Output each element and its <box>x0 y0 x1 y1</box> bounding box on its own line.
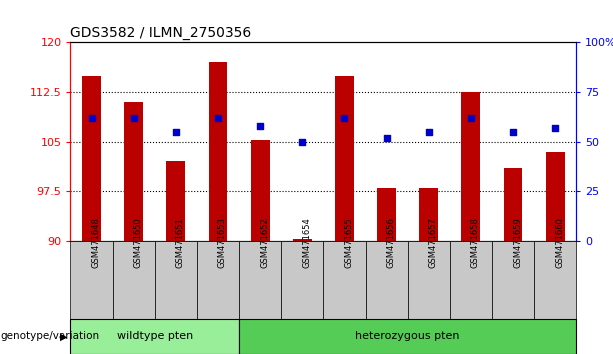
Bar <box>70 241 113 319</box>
Text: GSM471660: GSM471660 <box>555 218 564 268</box>
Bar <box>462 92 481 241</box>
Text: wildtype pten: wildtype pten <box>116 331 193 341</box>
Point <box>466 115 476 121</box>
Bar <box>408 241 450 319</box>
Bar <box>113 241 154 319</box>
Bar <box>197 241 239 319</box>
Bar <box>251 140 270 241</box>
Point <box>424 129 433 135</box>
Text: GSM471658: GSM471658 <box>471 218 480 268</box>
Text: GSM471648: GSM471648 <box>91 218 101 268</box>
Bar <box>365 241 408 319</box>
Bar <box>281 241 324 319</box>
Bar <box>534 241 576 319</box>
Point <box>129 115 139 121</box>
Point <box>340 115 349 121</box>
Text: GSM471653: GSM471653 <box>218 218 227 268</box>
Bar <box>124 102 143 241</box>
Text: GSM471655: GSM471655 <box>345 218 354 268</box>
Point <box>382 135 392 141</box>
Bar <box>293 239 312 241</box>
Bar <box>324 241 365 319</box>
Bar <box>208 62 227 241</box>
Text: GSM471659: GSM471659 <box>513 218 522 268</box>
Bar <box>503 168 522 241</box>
Bar <box>450 241 492 319</box>
Point <box>550 125 560 131</box>
Text: GSM471652: GSM471652 <box>260 218 269 268</box>
Bar <box>335 75 354 241</box>
Bar <box>546 152 565 241</box>
Text: GSM471656: GSM471656 <box>387 218 395 268</box>
Point <box>171 129 181 135</box>
Bar <box>377 188 396 241</box>
Text: GSM471651: GSM471651 <box>176 218 185 268</box>
Point <box>255 123 265 129</box>
Point <box>86 115 96 121</box>
Text: heterozygous pten: heterozygous pten <box>356 331 460 341</box>
Bar <box>70 319 239 354</box>
Bar <box>154 241 197 319</box>
Bar <box>166 161 185 241</box>
Text: GSM471650: GSM471650 <box>134 218 143 268</box>
Bar <box>419 188 438 241</box>
Bar <box>239 319 576 354</box>
Text: GSM471657: GSM471657 <box>428 218 438 268</box>
Text: GDS3582 / ILMN_2750356: GDS3582 / ILMN_2750356 <box>70 26 252 40</box>
Bar <box>492 241 534 319</box>
Point <box>213 115 223 121</box>
Text: ▶: ▶ <box>60 331 67 341</box>
Point <box>508 129 518 135</box>
Bar <box>82 75 101 241</box>
Text: GSM471654: GSM471654 <box>302 218 311 268</box>
Text: genotype/variation: genotype/variation <box>0 331 99 341</box>
Bar <box>239 241 281 319</box>
Point <box>297 139 307 144</box>
